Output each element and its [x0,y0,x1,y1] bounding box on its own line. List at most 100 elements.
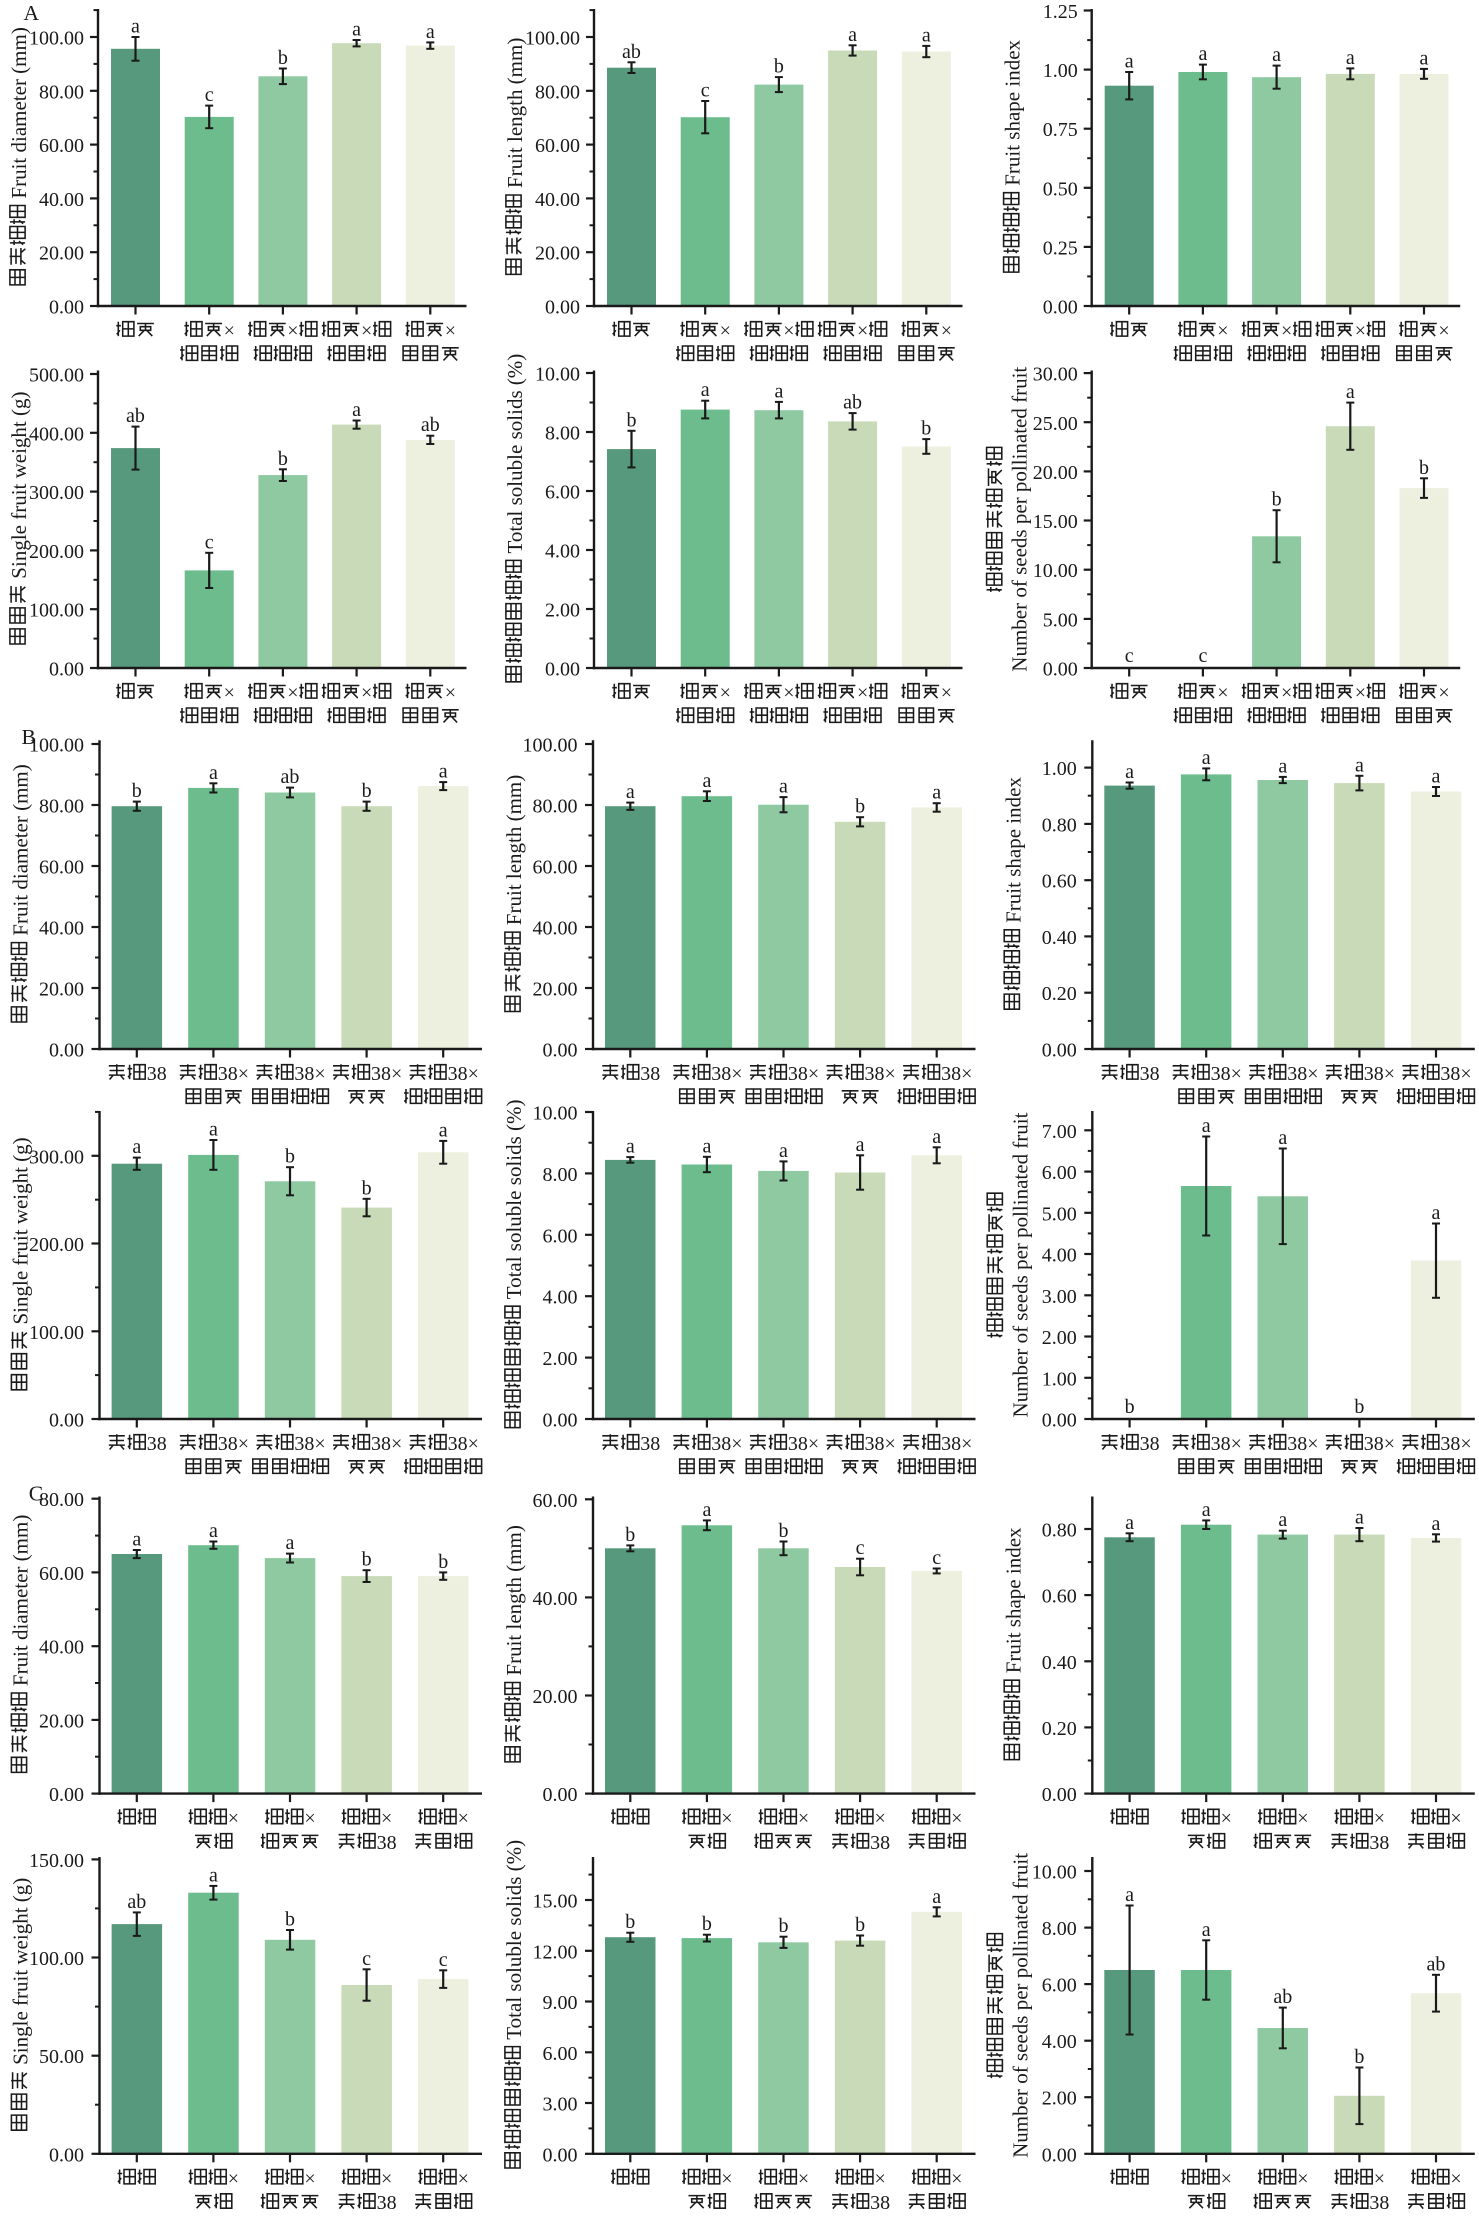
svg-text:length: length [503,89,527,142]
svg-text:Total: Total [502,1256,526,1299]
svg-text:40.00: 40.00 [39,1637,84,1659]
svg-text:10.00: 10.00 [533,1103,578,1125]
svg-text:b: b [362,780,372,802]
svg-text:38: 38 [870,1832,890,1854]
svg-text:200.00: 200.00 [29,541,84,563]
svg-text:80.00: 80.00 [533,796,578,818]
svg-text:8.00: 8.00 [1042,1918,1077,1940]
svg-text:diameter: diameter [9,816,33,889]
svg-text:38×: 38× [218,1063,249,1085]
svg-text:Fruit: Fruit [503,147,527,188]
svg-text:60.00: 60.00 [39,135,84,157]
svg-text:×: × [857,320,868,342]
svg-text:(g): (g) [9,1137,33,1162]
svg-text:×: × [798,1808,809,1830]
svg-text:×: × [720,682,731,704]
svg-text:ab: ab [127,1891,146,1913]
svg-text:pollinated: pollinated [1008,408,1032,492]
svg-text:a: a [1278,755,1287,777]
svg-text:b: b [855,1914,865,1936]
svg-text:b: b [132,780,142,802]
svg-text:a: a [1346,381,1355,403]
svg-text:a: a [426,21,435,43]
svg-text:(%): (%) [503,354,527,385]
svg-text:×: × [857,682,868,704]
svg-text:ab: ab [843,392,862,414]
svg-text:40.00: 40.00 [39,189,84,211]
svg-text:(%): (%) [502,1100,526,1131]
svg-text:(mm): (mm) [9,764,33,811]
svg-text:fruit: fruit [1008,1853,1032,1889]
svg-text:4.00: 4.00 [543,1287,578,1309]
svg-text:×: × [1438,320,1449,342]
svg-text:38×: 38× [1287,1433,1318,1455]
svg-text:fruit: fruit [1008,367,1032,403]
svg-text:×: × [445,682,456,704]
svg-text:80.00: 80.00 [39,1489,84,1511]
svg-text:38×: 38× [865,1063,896,1085]
svg-text:×: × [875,2168,886,2190]
svg-text:30.00: 30.00 [1033,364,1078,386]
svg-text:10.00: 10.00 [535,364,580,386]
svg-text:12.00: 12.00 [533,1941,578,1963]
svg-text:20.00: 20.00 [1033,462,1078,484]
svg-text:38: 38 [1369,1832,1389,1854]
svg-text:38×: 38× [711,1063,742,1085]
svg-text:A: A [24,1,40,25]
svg-text:38×: 38× [371,1433,402,1455]
svg-text:ab: ab [622,41,641,63]
svg-text:a: a [1432,1202,1441,1224]
svg-text:×: × [458,2168,469,2190]
svg-text:b: b [362,1177,372,1199]
svg-text:8.00: 8.00 [545,423,580,445]
svg-text:length: length [502,826,526,879]
svg-text:a: a [1125,1512,1134,1534]
svg-text:C: C [29,1482,43,1506]
svg-text:c: c [362,1948,371,1970]
svg-text:100.00: 100.00 [29,735,84,757]
svg-text:a: a [1125,51,1134,73]
svg-text:15.00: 15.00 [533,1891,578,1913]
svg-text:b: b [285,1909,295,1931]
svg-text:0.00: 0.00 [49,1784,84,1806]
svg-text:6.00: 6.00 [543,1225,578,1247]
svg-text:0.50: 0.50 [1043,178,1078,200]
svg-text:×: × [304,2168,315,2190]
svg-text:length: length [502,1577,526,1630]
svg-text:ab: ab [1273,1986,1292,2008]
svg-text:c: c [701,80,710,102]
svg-text:a: a [1198,43,1207,65]
svg-text:40.00: 40.00 [39,918,84,940]
svg-text:×: × [783,682,794,704]
svg-text:of: of [1008,1326,1032,1344]
svg-text:(mm): (mm) [502,1525,526,1572]
svg-text:b: b [1354,2046,1364,2068]
svg-text:a: a [209,1864,218,1886]
svg-text:a: a [932,1126,941,1148]
svg-text:pollinated: pollinated [1008,1894,1032,1978]
svg-text:1.00: 1.00 [1042,758,1077,780]
svg-text:a: a [702,1499,711,1521]
svg-text:×: × [1355,320,1366,342]
svg-text:index: index [1001,1527,1025,1574]
svg-text:index: index [1001,39,1025,86]
svg-text:0.00: 0.00 [49,2144,84,2166]
svg-text:×: × [224,682,235,704]
svg-text:0.00: 0.00 [543,1040,578,1062]
svg-text:38×: 38× [448,1433,479,1455]
svg-text:3.00: 3.00 [543,2094,578,2116]
svg-text:50.00: 50.00 [39,2046,84,2068]
svg-text:0.00: 0.00 [545,297,580,319]
svg-text:a: a [132,1529,141,1551]
svg-text:a: a [352,19,361,41]
svg-text:a: a [702,1135,711,1157]
svg-text:b: b [855,796,865,818]
svg-text:38×: 38× [788,1433,819,1455]
svg-text:4.00: 4.00 [1042,2031,1077,2053]
svg-text:c: c [932,1547,941,1569]
svg-text:a: a [856,1134,865,1156]
svg-text:6.00: 6.00 [545,482,580,504]
svg-text:a: a [1202,747,1211,769]
svg-text:a: a [932,1886,941,1908]
svg-text:a: a [209,1520,218,1542]
